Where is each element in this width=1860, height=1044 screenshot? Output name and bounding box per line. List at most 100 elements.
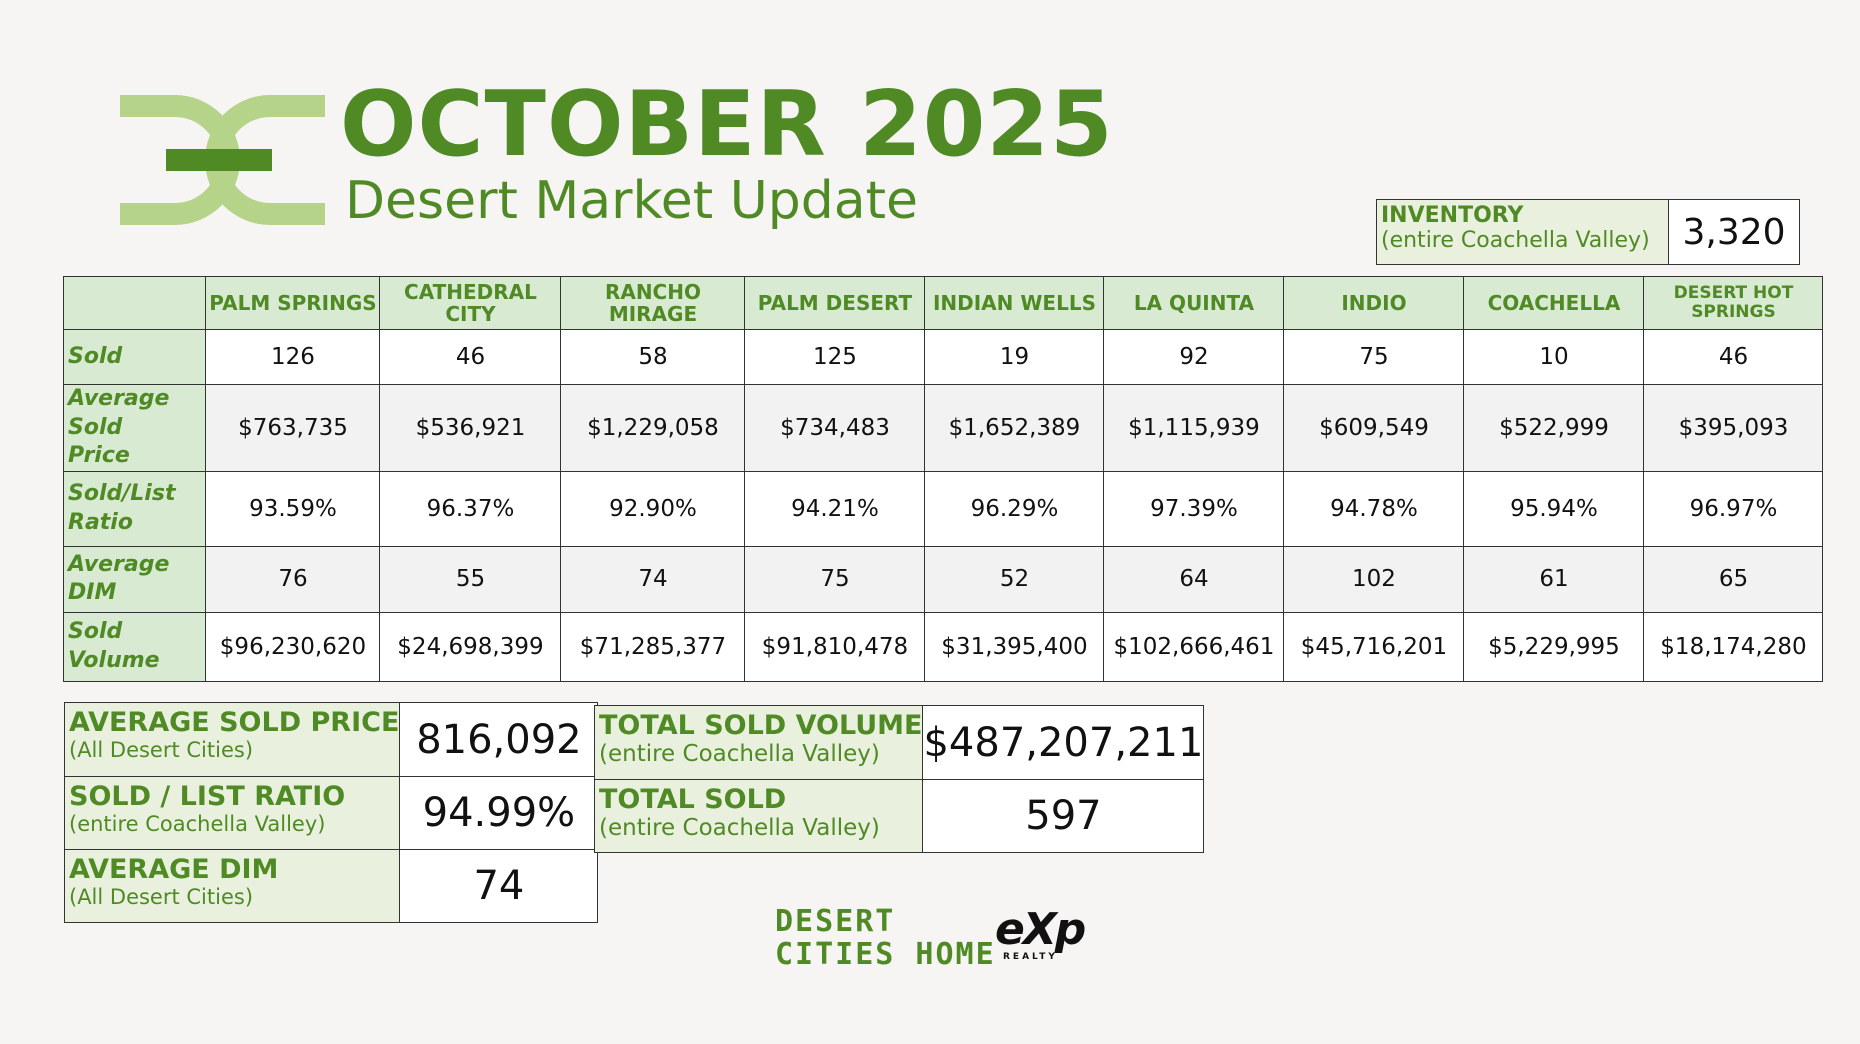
- column-header: PALM SPRINGS: [205, 276, 381, 330]
- table-cell: 64: [1103, 545, 1285, 613]
- table-cell: $536,921: [379, 384, 562, 472]
- inventory-label: INVENTORY: [1381, 203, 1524, 228]
- table-row: Sold Volume $96,230,620 $24,698,399 $71,…: [62, 611, 1824, 682]
- table-cell: 125: [744, 329, 926, 385]
- table-cell: 97.39%: [1103, 470, 1285, 547]
- table-cell: $5,229,995: [1463, 611, 1645, 682]
- table-cell: 92.90%: [560, 470, 746, 547]
- table-cell: $102,666,461: [1103, 611, 1285, 682]
- summary-right-table: TOTAL SOLD VOLUME (entire Coachella Vall…: [593, 705, 1205, 853]
- brand-line1: DESERT: [775, 904, 896, 939]
- exp-realty-logo: eXp REALTY: [995, 908, 1095, 963]
- table-cell: 75: [744, 545, 926, 613]
- exp-logo-sub: REALTY: [1003, 952, 1058, 962]
- table-row: Average Sold Price $763,735 $536,921 $1,…: [62, 384, 1824, 472]
- table-cell: 65: [1643, 545, 1824, 613]
- column-header: RANCHO MIRAGE: [560, 276, 746, 330]
- table-cell: 96.97%: [1643, 470, 1824, 547]
- summary-value: 597: [922, 779, 1205, 853]
- column-header: COACHELLA: [1463, 276, 1645, 330]
- summary-row: AVERAGE SOLD PRICE (All Desert Cities) 8…: [63, 702, 599, 777]
- summary-label-cell: AVERAGE SOLD PRICE (All Desert Cities): [63, 702, 401, 777]
- table-cell: $45,716,201: [1283, 611, 1465, 682]
- table-cell: $31,395,400: [924, 611, 1105, 682]
- summary-label: TOTAL SOLD: [599, 784, 787, 815]
- table-cell: $91,810,478: [744, 611, 926, 682]
- table-cell: $1,229,058: [560, 384, 746, 472]
- summary-value: 94.99%: [399, 776, 599, 850]
- summary-row: TOTAL SOLD (entire Coachella Valley) 597: [593, 779, 1205, 853]
- summary-label-cell: TOTAL SOLD (entire Coachella Valley): [593, 779, 924, 853]
- row-label: Sold/List Ratio: [62, 470, 207, 547]
- inventory-sublabel: (entire Coachella Valley): [1381, 228, 1650, 254]
- page-subtitle: Desert Market Update: [345, 171, 919, 231]
- page-title: OCTOBER 2025: [340, 72, 1114, 177]
- table-cell: 94.78%: [1283, 470, 1465, 547]
- table-header-row: PALM SPRINGS CATHEDRAL CITY RANCHO MIRAG…: [62, 276, 1824, 330]
- table-cell: 93.59%: [205, 470, 381, 547]
- summary-sublabel: (All Desert Cities): [69, 738, 254, 763]
- inventory-value: 3,320: [1682, 211, 1786, 253]
- summary-label: TOTAL SOLD VOLUME: [599, 710, 923, 741]
- inventory-box: INVENTORY (entire Coachella Valley) 3,32…: [1376, 199, 1800, 265]
- table-cell: $763,735: [205, 384, 381, 472]
- summary-label: AVERAGE DIM: [69, 854, 279, 885]
- table-cell: 94.21%: [744, 470, 926, 547]
- column-header: PALM DESERT: [744, 276, 926, 330]
- table-cell: 126: [205, 329, 381, 385]
- city-stats-table: PALM SPRINGS CATHEDRAL CITY RANCHO MIRAG…: [62, 276, 1824, 682]
- table-cell: $71,285,377: [560, 611, 746, 682]
- table-cell: $395,093: [1643, 384, 1824, 472]
- table-cell: $96,230,620: [205, 611, 381, 682]
- table-cell: 96.29%: [924, 470, 1105, 547]
- row-label: Average DIM: [62, 545, 207, 613]
- summary-sublabel: (entire Coachella Valley): [599, 741, 880, 768]
- table-cell: $609,549: [1283, 384, 1465, 472]
- table-cell: $1,652,389: [924, 384, 1105, 472]
- summary-label-cell: TOTAL SOLD VOLUME (entire Coachella Vall…: [593, 705, 924, 780]
- summary-label-cell: SOLD / LIST RATIO (entire Coachella Vall…: [63, 776, 401, 850]
- brand-logo-text: DESERT CITIES HOME: [775, 905, 996, 971]
- table-cell: 46: [1643, 329, 1824, 385]
- column-header: INDIAN WELLS: [924, 276, 1105, 330]
- summary-left-table: AVERAGE SOLD PRICE (All Desert Cities) 8…: [63, 702, 599, 923]
- row-label: Sold Volume: [62, 611, 207, 682]
- table-row: Average DIM 76 55 74 75 52 64 102 61 65: [62, 545, 1824, 613]
- table-cell: $24,698,399: [379, 611, 562, 682]
- table-row: Sold/List Ratio 93.59% 96.37% 92.90% 94.…: [62, 470, 1824, 547]
- summary-value: 74: [399, 849, 599, 923]
- table-cell: 95.94%: [1463, 470, 1645, 547]
- summary-row: SOLD / LIST RATIO (entire Coachella Vall…: [63, 776, 599, 850]
- column-header: CATHEDRAL CITY: [379, 276, 562, 330]
- desert-cities-logo-icon: [120, 95, 325, 225]
- summary-sublabel: (All Desert Cities): [69, 885, 254, 910]
- table-cell: 102: [1283, 545, 1465, 613]
- table-cell: 52: [924, 545, 1105, 613]
- table-cell: 46: [379, 329, 562, 385]
- table-row: Sold 126 46 58 125 19 92 75 10 46: [62, 329, 1824, 385]
- table-cell: $18,174,280: [1643, 611, 1824, 682]
- summary-label-cell: AVERAGE DIM (All Desert Cities): [63, 849, 401, 923]
- summary-label: AVERAGE SOLD PRICE: [69, 707, 400, 738]
- table-cell: $734,483: [744, 384, 926, 472]
- inventory-label-cell: INVENTORY (entire Coachella Valley): [1377, 200, 1669, 264]
- table-cell: $1,115,939: [1103, 384, 1285, 472]
- column-header: DESERT HOT SPRINGS: [1643, 276, 1824, 330]
- table-cell: 19: [924, 329, 1105, 385]
- summary-sublabel: (entire Coachella Valley): [599, 815, 880, 842]
- summary-row: TOTAL SOLD VOLUME (entire Coachella Vall…: [593, 705, 1205, 780]
- row-label: Average Sold Price: [62, 384, 207, 472]
- summary-label: SOLD / LIST RATIO: [69, 781, 346, 812]
- table-cell: 10: [1463, 329, 1645, 385]
- table-cell: 96.37%: [379, 470, 562, 547]
- brand-line2: CITIES HOME: [775, 937, 996, 972]
- table-cell: 55: [379, 545, 562, 613]
- summary-row: AVERAGE DIM (All Desert Cities) 74: [63, 849, 599, 923]
- summary-sublabel: (entire Coachella Valley): [69, 812, 326, 837]
- table-cell: $522,999: [1463, 384, 1645, 472]
- table-cell: 61: [1463, 545, 1645, 613]
- table-corner: [62, 276, 207, 330]
- column-header: INDIO: [1283, 276, 1465, 330]
- table-cell: 76: [205, 545, 381, 613]
- table-cell: 74: [560, 545, 746, 613]
